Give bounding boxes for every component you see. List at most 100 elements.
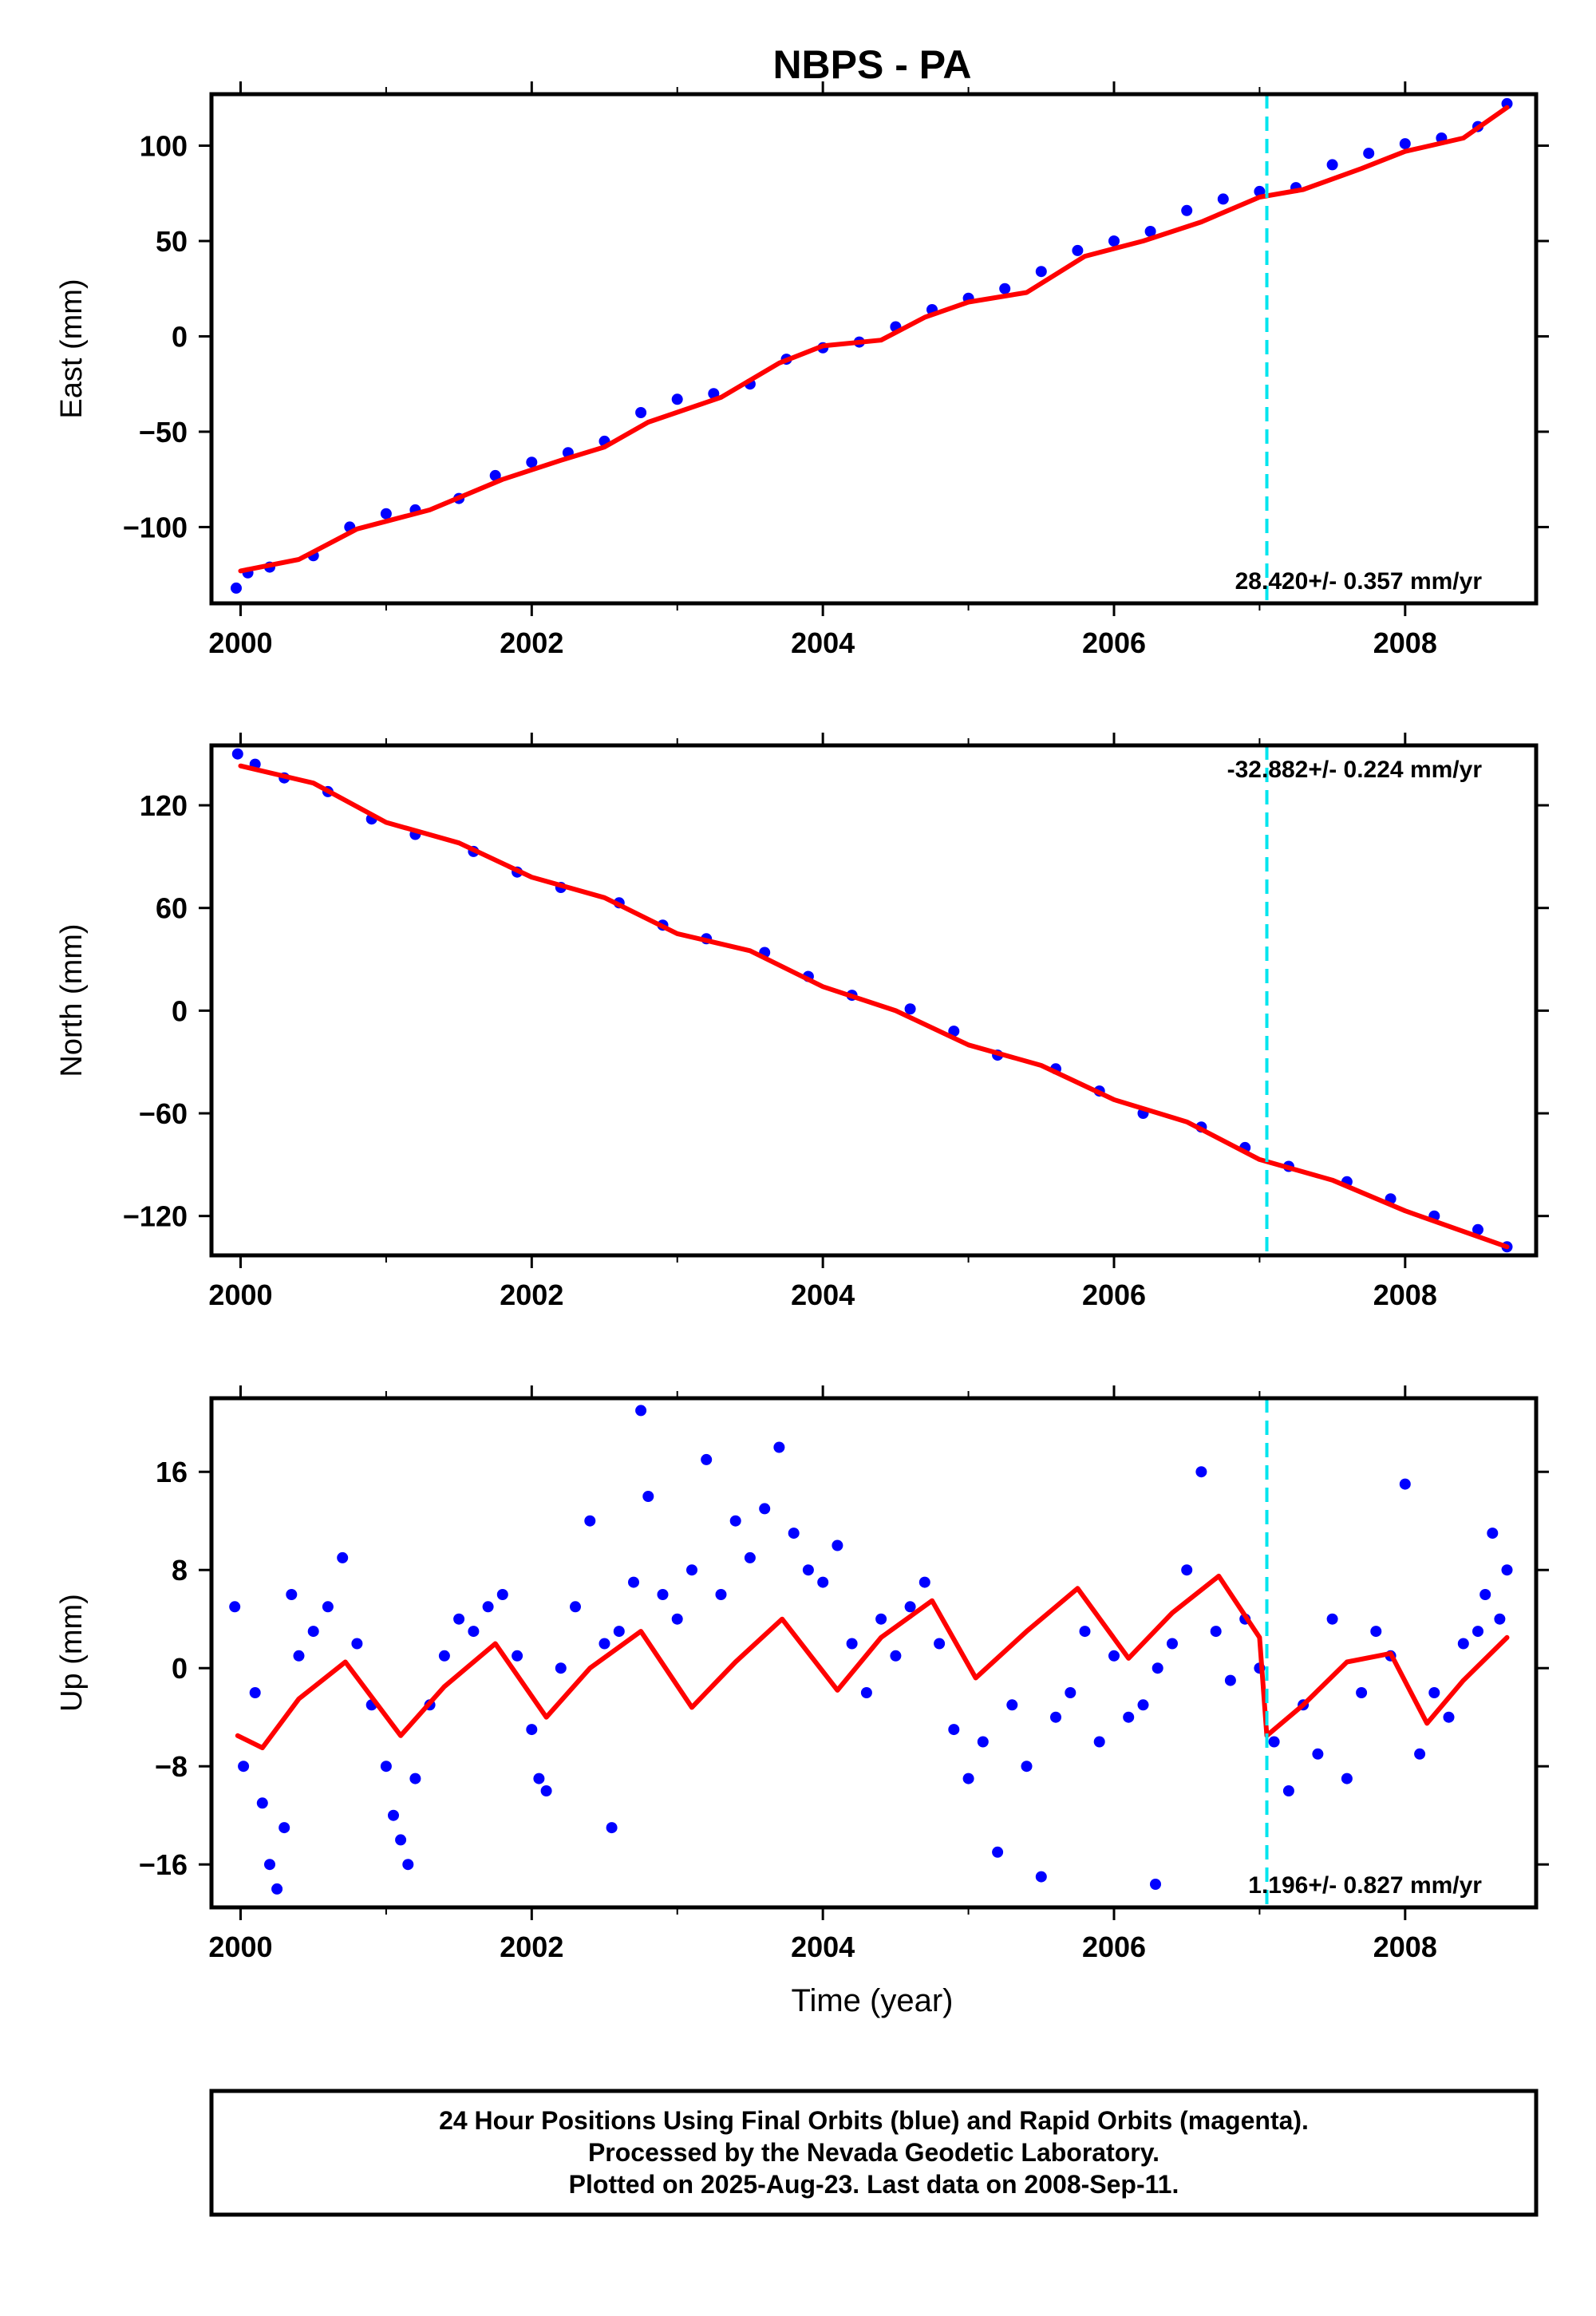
up-data-point [533, 1773, 545, 1784]
up-data-point [453, 1613, 465, 1625]
up-model-fit-line [235, 1573, 1510, 1751]
up-data-point [1181, 1564, 1193, 1576]
up-data-point [570, 1601, 581, 1613]
up-data-point [1006, 1699, 1018, 1711]
east-data-point [1035, 266, 1047, 278]
east-data-point [1501, 97, 1513, 109]
up-data-point [1108, 1650, 1120, 1662]
up-data-point [1167, 1638, 1178, 1650]
up-data-point [1152, 1662, 1163, 1674]
up-y-tick-label: −16 [139, 1848, 188, 1881]
up-data-point [606, 1822, 618, 1834]
up-data-point [759, 1503, 771, 1515]
up-data-point [512, 1650, 523, 1662]
up-y-axis-label: Up (mm) [55, 1594, 89, 1712]
up-data-point [1224, 1674, 1236, 1686]
up-data-point [584, 1515, 596, 1527]
north-model-fit-line [238, 763, 1510, 1250]
up-data-point [992, 1846, 1004, 1858]
up-data-point [628, 1576, 639, 1588]
up-legend-dot [1150, 1879, 1161, 1890]
east-data-point [1399, 138, 1411, 150]
north-data-point [904, 1003, 916, 1015]
up-data-point [256, 1797, 268, 1809]
up-data-point [395, 1834, 407, 1846]
up-data-point [279, 1822, 290, 1834]
east-rate-label: 28.420+/- 0.357 mm/yr [1235, 568, 1483, 595]
up-data-point [1428, 1687, 1440, 1698]
up-data-point [773, 1441, 785, 1453]
up-data-point [890, 1650, 902, 1662]
up-data-point [686, 1564, 697, 1576]
east-y-axis-label: East (mm) [55, 279, 89, 418]
east-data-point [231, 582, 242, 594]
north-x-tick-label: 2002 [500, 1279, 563, 1311]
up-data-point [1501, 1564, 1513, 1576]
up-data-point [598, 1638, 610, 1650]
east-x-tick-label: 2004 [791, 626, 855, 659]
north-x-tick-label: 2006 [1082, 1279, 1146, 1311]
up-y-tick-label: 0 [172, 1652, 188, 1685]
east-data-point [671, 393, 683, 405]
east-data-point [489, 469, 501, 481]
east-x-tick-label: 2002 [500, 626, 563, 659]
north-x-tick-label: 2004 [791, 1279, 855, 1311]
up-data-point [1370, 1626, 1382, 1638]
east-y-tick-label: 100 [140, 130, 188, 163]
up-data-point [635, 1405, 647, 1417]
up-data-point [948, 1724, 960, 1736]
east-data-point [1108, 235, 1120, 247]
up-data-point [409, 1773, 421, 1784]
east-data-point [1144, 226, 1156, 237]
east-y-tick-label: 50 [156, 225, 188, 258]
up-data-point [1494, 1613, 1506, 1625]
up-data-point [249, 1687, 261, 1698]
up-data-point [1487, 1528, 1499, 1539]
up-data-point [496, 1589, 508, 1600]
up-data-point [1050, 1711, 1061, 1723]
up-data-point [1210, 1626, 1222, 1638]
up-y-tick-label: −8 [155, 1750, 188, 1783]
up-data-point [1268, 1736, 1280, 1748]
up-data-point [380, 1761, 392, 1773]
north-data-point [1472, 1223, 1483, 1235]
up-data-point [482, 1601, 494, 1613]
up-data-point [1079, 1626, 1091, 1638]
north-plot-frame [209, 743, 1539, 1258]
up-data-point [229, 1601, 241, 1613]
up-data-point [351, 1638, 363, 1650]
up-data-point [962, 1773, 974, 1784]
up-data-point [846, 1638, 858, 1650]
up-data-point [1479, 1589, 1491, 1600]
up-data-point [402, 1859, 414, 1871]
north-data-point [948, 1026, 960, 1037]
up-data-point [286, 1589, 298, 1600]
up-data-point [322, 1601, 334, 1613]
up-data-point [1093, 1736, 1105, 1748]
panel-up: 2000 2002 2004 2006 2008 −16 −8 0 8 16 Up (mm) 1.19… [55, 1385, 1549, 2018]
up-data-point [307, 1626, 319, 1638]
up-data-point [918, 1576, 930, 1588]
up-data-point [701, 1453, 713, 1465]
up-x-tick-label: 2006 [1082, 1931, 1146, 1963]
up-data-point [293, 1650, 305, 1662]
up-data-point [1443, 1711, 1455, 1723]
up-data-point [657, 1589, 669, 1600]
up-data-point [613, 1626, 625, 1638]
up-data-point [468, 1626, 480, 1638]
up-data-point [337, 1551, 349, 1563]
up-data-point [238, 1761, 250, 1773]
east-data-point [999, 283, 1011, 294]
up-data-point [1341, 1773, 1353, 1784]
north-y-tick-label: −120 [123, 1200, 188, 1233]
up-data-point [715, 1589, 727, 1600]
panel-east: 2000 2002 2004 2006 2008 −100 −50 0 50 100 East (m… [55, 81, 1549, 659]
up-data-point [1399, 1478, 1411, 1490]
up-data-point [1472, 1626, 1483, 1638]
east-data-point [635, 407, 647, 418]
east-plot-frame [209, 92, 1539, 606]
east-data-point [1363, 148, 1375, 160]
up-data-point [388, 1809, 399, 1821]
up-x-tick-label: 2000 [208, 1931, 272, 1963]
